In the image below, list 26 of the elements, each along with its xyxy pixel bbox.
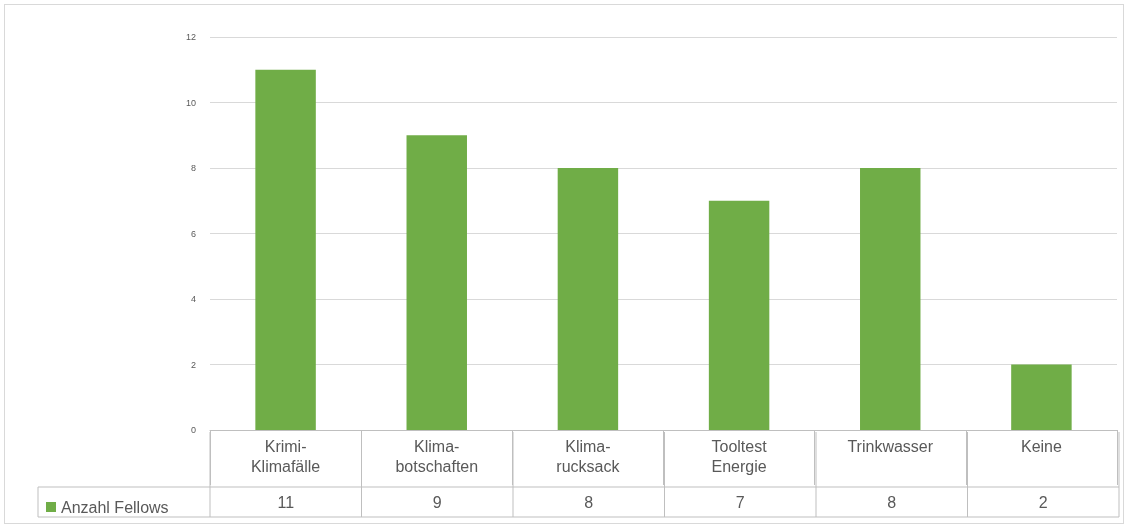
bar bbox=[557, 168, 619, 430]
data-label: 7 bbox=[735, 493, 745, 511]
data-label: 8 bbox=[584, 493, 594, 511]
data-label: 2 bbox=[1038, 493, 1048, 511]
y-tick-label: 2 bbox=[190, 359, 196, 370]
y-tick-label: 0 bbox=[190, 425, 196, 435]
legend-label: Anzahl Fellows bbox=[61, 498, 169, 516]
bar bbox=[708, 200, 770, 430]
y-tick-label: 12 bbox=[185, 32, 196, 42]
y-tick-label: 10 bbox=[185, 97, 196, 108]
y-tick-label: 6 bbox=[190, 228, 196, 239]
x-tick-label: Tooltest Energie bbox=[711, 437, 768, 475]
bar bbox=[1011, 364, 1072, 430]
bar bbox=[860, 168, 921, 430]
y-tick-label: 8 bbox=[190, 163, 196, 173]
data-label: 11 bbox=[277, 493, 295, 511]
bar bbox=[406, 135, 467, 430]
x-tick-label: Klima-rucksack bbox=[556, 437, 621, 475]
x-tick-label: Trinkwasser bbox=[847, 437, 934, 455]
data-label: 9 bbox=[432, 493, 442, 511]
x-tick-label: Klima-botschaften bbox=[395, 437, 479, 475]
y-tick-label: 4 bbox=[190, 294, 196, 304]
data-label: 8 bbox=[887, 493, 897, 511]
bar bbox=[255, 69, 316, 430]
x-tick-label: Krimi-Klimafälle bbox=[250, 437, 321, 475]
x-tick-label: Keine bbox=[1020, 437, 1062, 455]
